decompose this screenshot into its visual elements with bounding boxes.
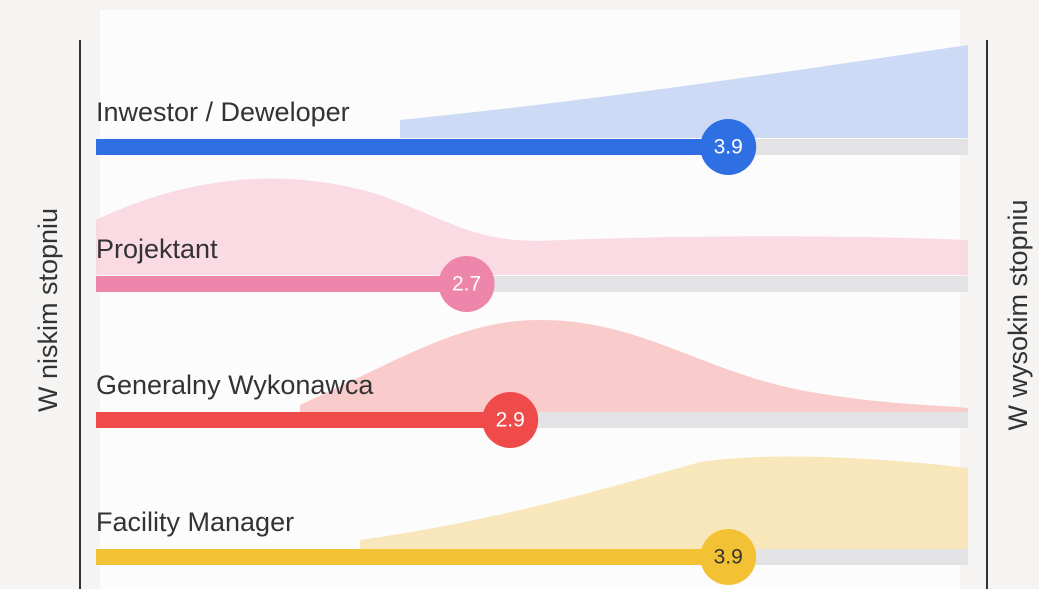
bar — [96, 549, 728, 565]
category-label: Projektant — [96, 234, 218, 264]
left-label: W niskim stopniu — [33, 208, 63, 412]
category-label: Inwestor / Deweloper — [96, 97, 350, 127]
bar — [96, 276, 467, 292]
category-label: Generalny Wykonawca — [96, 370, 374, 400]
right-label: W wysokim stopniu — [1003, 199, 1033, 430]
category-label: Facility Manager — [96, 507, 294, 537]
bar — [96, 412, 510, 428]
value-label: 3.9 — [714, 546, 743, 569]
bar — [96, 139, 728, 155]
page: {"chart_data": {"type": "bar", "orientat… — [0, 0, 1039, 589]
value-label: 2.9 — [496, 409, 525, 432]
value-label: 3.9 — [714, 136, 743, 159]
chart: W niskim stopniu W wysokim stopniu Inwes… — [0, 0, 1039, 589]
value-label: 2.7 — [452, 273, 481, 296]
